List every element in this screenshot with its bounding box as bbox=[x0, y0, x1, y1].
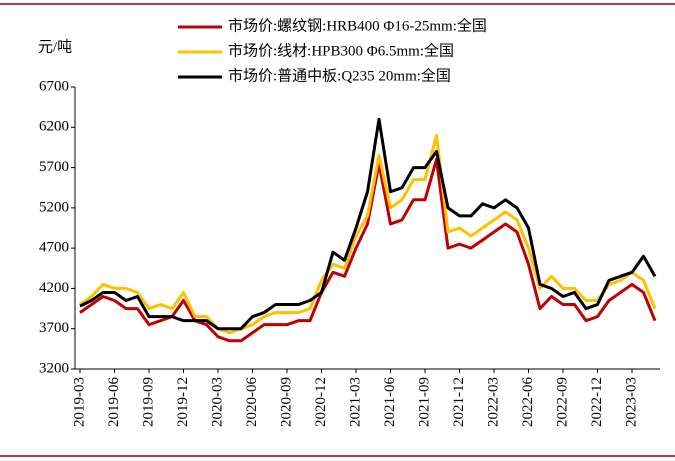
legend-label: 市场价:线材:HPB300 Φ6.5mm:全国 bbox=[228, 41, 454, 59]
y-unit: 元/吨 bbox=[38, 38, 72, 55]
x-tick-label: 2019-06 bbox=[106, 377, 122, 427]
y-tick-label: 6200 bbox=[39, 119, 69, 135]
x-tick-label: 2019-12 bbox=[175, 377, 191, 427]
x-tick-label: 2022-09 bbox=[554, 377, 570, 427]
x-tick-label: 2023-03 bbox=[623, 377, 639, 427]
x-tick-label: 2021-06 bbox=[382, 377, 398, 427]
x-tick-label: 2019-09 bbox=[140, 377, 156, 427]
x-tick-label: 2021-12 bbox=[451, 377, 467, 427]
x-tick-label: 2020-12 bbox=[313, 377, 329, 427]
x-tick-label: 2021-09 bbox=[416, 377, 432, 427]
y-tick-label: 3700 bbox=[39, 320, 69, 336]
x-tick-label: 2021-03 bbox=[347, 377, 363, 427]
series-line bbox=[79, 158, 657, 343]
legend-label: 市场价:螺纹钢:HRB400 Φ16-25mm:全国 bbox=[228, 16, 487, 34]
y-tick-label: 5700 bbox=[39, 159, 69, 175]
x-tick-label: 2022-12 bbox=[589, 377, 605, 427]
y-tick-label: 5200 bbox=[39, 199, 69, 215]
x-tick-label: 2022-03 bbox=[485, 377, 501, 427]
y-tick-label: 3200 bbox=[39, 360, 69, 376]
x-tick-label: 2020-03 bbox=[209, 377, 225, 427]
y-tick-label: 4200 bbox=[39, 280, 69, 296]
x-tick-label: 2020-09 bbox=[278, 377, 294, 427]
y-tick-label: 4700 bbox=[39, 240, 69, 256]
x-tick-label: 2022-06 bbox=[520, 377, 536, 427]
series-line bbox=[79, 133, 657, 335]
legend-label: 市场价:普通中板:Q235 20mm:全国 bbox=[228, 66, 451, 84]
x-tick-label: 2020-06 bbox=[244, 377, 260, 427]
y-tick-label: 6700 bbox=[39, 78, 69, 94]
x-tick-label: 2019-03 bbox=[71, 377, 87, 427]
series-line bbox=[79, 117, 657, 331]
